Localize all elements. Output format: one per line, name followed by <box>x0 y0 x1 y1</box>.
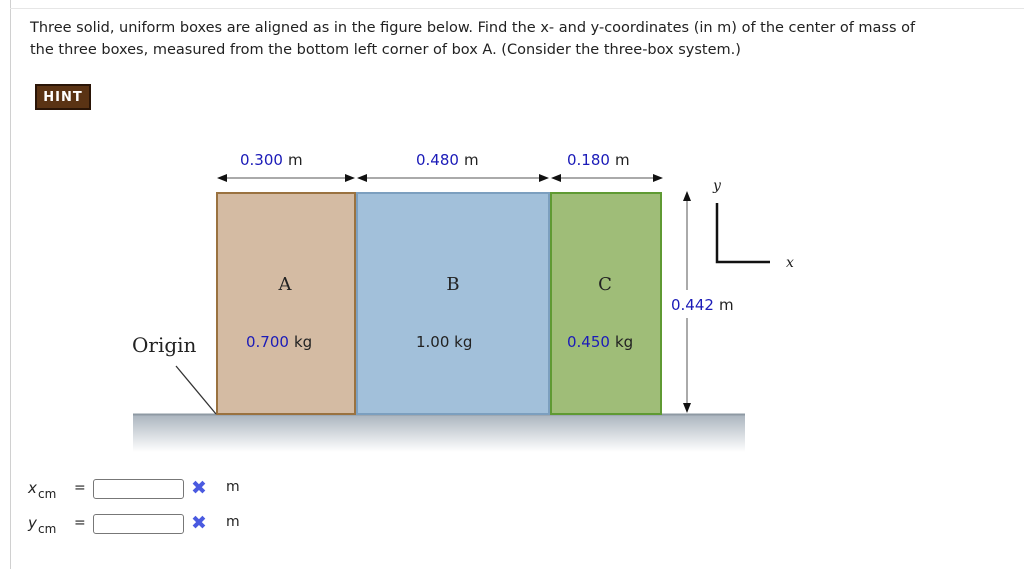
ycm-input[interactable] <box>93 514 184 534</box>
box-b-mass: 1.00 kg <box>416 333 472 351</box>
box-a <box>216 192 356 415</box>
question-line-1: Three solid, uniform boxes are aligned a… <box>30 20 916 36</box>
box-b-label: B <box>446 274 459 295</box>
ground <box>133 414 745 452</box>
box-b <box>356 192 550 415</box>
ycm-label: y cm <box>28 514 57 536</box>
incorrect-x-icon: ✖ <box>191 512 207 534</box>
equals-sign: = <box>74 480 86 496</box>
width-b-label: 0.480 m <box>416 151 479 169</box>
axes-icon <box>715 203 770 264</box>
origin-label: Origin <box>132 333 197 357</box>
incorrect-x-icon: ✖ <box>191 477 207 499</box>
box-c-mass: 0.450 kg <box>567 333 633 351</box>
question-line-2: the three boxes, measured from the botto… <box>30 42 741 58</box>
xcm-unit: m <box>226 479 240 495</box>
xcm-label: x cm <box>28 479 57 501</box>
origin-pointer <box>175 365 217 415</box>
equals-sign: = <box>74 515 86 531</box>
ycm-unit: m <box>226 514 240 530</box>
height-label: 0.442 m <box>671 296 734 314</box>
hint-button[interactable]: HINT <box>35 84 91 110</box>
box-c-label: C <box>598 274 612 295</box>
y-axis-label: y <box>712 178 722 194</box>
top-border <box>10 8 1024 9</box>
width-a-label: 0.300 m <box>240 151 303 169</box>
box-c <box>550 192 662 415</box>
box-a-label: A <box>278 274 293 295</box>
width-c-label: 0.180 m <box>567 151 630 169</box>
question-text: Three solid, uniform boxes are aligned a… <box>30 17 1020 61</box>
x-axis-label: x <box>786 255 794 271</box>
box-a-mass: 0.700 kg <box>246 333 312 351</box>
left-border <box>10 0 11 569</box>
xcm-input[interactable] <box>93 479 184 499</box>
